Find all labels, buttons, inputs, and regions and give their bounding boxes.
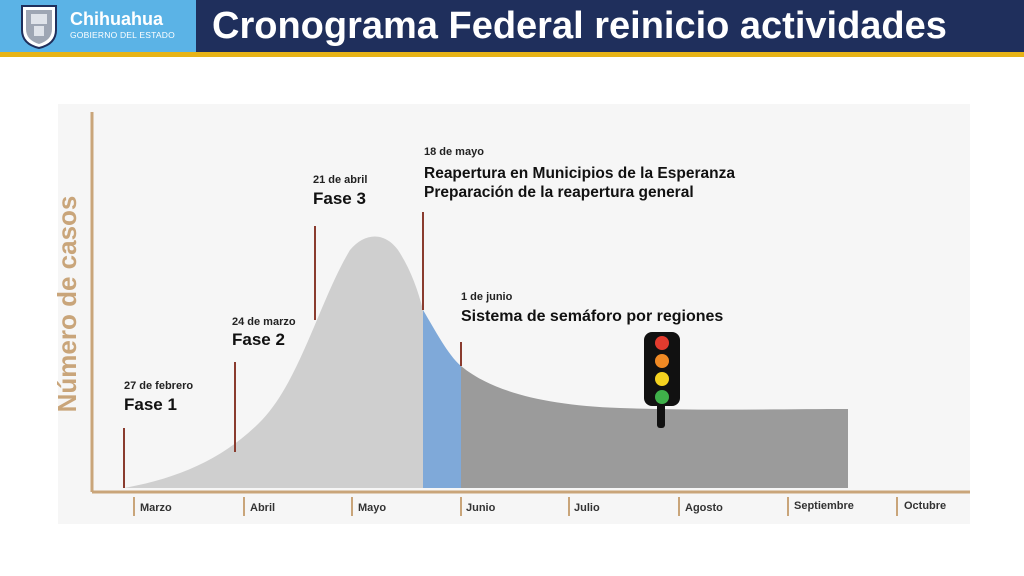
curve-semaforo-area xyxy=(461,366,848,488)
month-label: Marzo xyxy=(140,502,172,514)
page-title: Cronograma Federal reinicio actividades xyxy=(212,5,947,47)
marker-title-fase-3: Fase 3 xyxy=(313,189,366,208)
marker-title-fase-1: Fase 1 xyxy=(124,395,177,414)
header-accent-line xyxy=(0,52,1024,57)
logo-area: Chihuahua GOBIERNO DEL ESTADO xyxy=(0,0,196,52)
y-axis-label: Número de casos xyxy=(52,196,82,413)
marker-title-semaforo: Sistema de semáforo por regiones xyxy=(461,308,723,325)
month-label: Mayo xyxy=(358,502,386,514)
marker-date-fase-3: 21 de abril xyxy=(313,174,367,186)
brand-name: Chihuahua xyxy=(70,9,163,29)
curve-phases-area xyxy=(124,236,423,488)
marker-date-reapertura: 18 de mayo xyxy=(424,146,484,158)
state-seal-icon xyxy=(21,5,57,50)
month-label: Junio xyxy=(466,502,496,514)
curve-transition-area xyxy=(423,310,461,488)
marker-date-fase-2: 24 de marzo xyxy=(232,316,296,328)
brand-subtitle: GOBIERNO DEL ESTADO xyxy=(70,30,175,40)
month-label: Julio xyxy=(574,502,600,514)
month-label: Agosto xyxy=(685,502,723,514)
marker-date-fase-1: 27 de febrero xyxy=(124,380,193,392)
month-label: Abril xyxy=(250,502,275,514)
marker-subtitle-reapertura: Preparación de la reapertura general xyxy=(424,184,694,201)
month-label: Octubre xyxy=(904,500,946,512)
traffic-light-icon xyxy=(644,332,680,428)
month-label: Septiembre xyxy=(794,500,854,512)
marker-title-reapertura: Reapertura en Municipios de la Esperanza xyxy=(424,165,735,182)
marker-title-fase-2: Fase 2 xyxy=(232,330,285,349)
marker-date-semaforo: 1 de junio xyxy=(461,291,513,303)
